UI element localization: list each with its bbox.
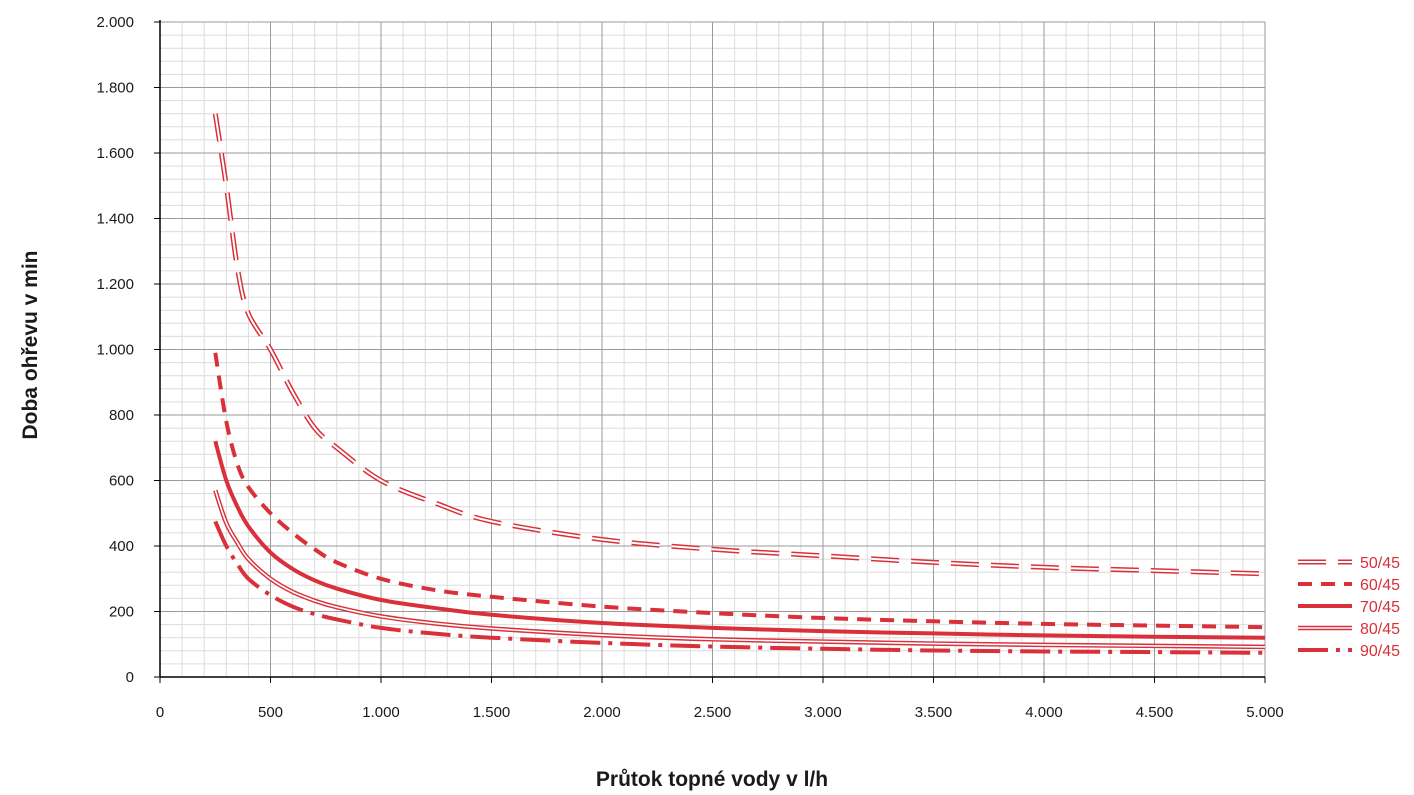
series-line-90-45-stroke bbox=[213, 520, 1266, 655]
y-tick-label: 400 bbox=[109, 538, 134, 555]
x-tick-label: 0 bbox=[156, 704, 164, 721]
series-line-60-45 bbox=[213, 352, 1266, 630]
series-line-80-45-outer bbox=[213, 489, 1266, 650]
legend-item: 80/45 bbox=[1298, 621, 1400, 638]
grid bbox=[159, 21, 1266, 678]
x-tick-label: 4.000 bbox=[1025, 704, 1063, 721]
y-tick-label: 200 bbox=[109, 604, 134, 621]
legend-label: 90/45 bbox=[1360, 643, 1400, 660]
series-line-80-45-inner bbox=[214, 490, 1266, 648]
axes bbox=[154, 20, 1266, 683]
x-axis-title: Průtok topné vody v l/h bbox=[596, 768, 828, 791]
y-tick-label: 1.200 bbox=[96, 276, 134, 293]
y-axis-title: Doba ohřevu v min bbox=[19, 250, 42, 439]
x-tick-label: 2.500 bbox=[694, 704, 732, 721]
legend-item: 60/45 bbox=[1298, 577, 1400, 594]
y-tick-label: 1.400 bbox=[96, 211, 134, 228]
y-tick-label: 0 bbox=[126, 669, 134, 686]
series-line-50-45-inner bbox=[214, 113, 1266, 575]
series-line-50-45-outer bbox=[212, 113, 1266, 577]
legend-label: 60/45 bbox=[1360, 577, 1400, 594]
y-tick-label: 1.000 bbox=[96, 342, 134, 359]
series-line-50-45 bbox=[212, 113, 1266, 577]
x-tick-label: 500 bbox=[258, 704, 283, 721]
series-line-70-45 bbox=[213, 440, 1266, 640]
legend-item: 70/45 bbox=[1298, 599, 1400, 616]
legend-label: 80/45 bbox=[1360, 621, 1400, 638]
x-tick-label: 5.000 bbox=[1246, 704, 1284, 721]
y-tick-label: 2.000 bbox=[96, 14, 134, 31]
tick-labels: 0 500 1.000 1.500 2.000 2.500 3.000 3.500 4.000 4… bbox=[96, 14, 1283, 721]
y-tick-label: 1.600 bbox=[96, 145, 134, 162]
series-line-80-45 bbox=[213, 489, 1266, 650]
legend-item: 90/45 bbox=[1298, 643, 1400, 660]
y-tick-label: 1.800 bbox=[96, 80, 134, 97]
series-lines bbox=[212, 113, 1266, 655]
x-tick-label: 2.000 bbox=[583, 704, 621, 721]
x-tick-label: 1.000 bbox=[362, 704, 400, 721]
y-tick-label: 600 bbox=[109, 473, 134, 490]
series-line-70-45-stroke bbox=[213, 440, 1266, 640]
x-tick-label: 1.500 bbox=[473, 704, 511, 721]
series-line-90-45 bbox=[213, 520, 1266, 655]
y-tick-label: 800 bbox=[109, 407, 134, 424]
legend-label: 70/45 bbox=[1360, 599, 1400, 616]
x-tick-label: 3.500 bbox=[915, 704, 953, 721]
x-tick-label: 4.500 bbox=[1136, 704, 1174, 721]
legend-label: 50/45 bbox=[1360, 555, 1400, 572]
series-line-60-45-stroke bbox=[213, 352, 1266, 630]
x-tick-label: 3.000 bbox=[804, 704, 842, 721]
legend: 50/45 60/45 70/45 80/45 90/45 bbox=[1298, 555, 1400, 660]
legend-item: 50/45 bbox=[1298, 555, 1400, 572]
